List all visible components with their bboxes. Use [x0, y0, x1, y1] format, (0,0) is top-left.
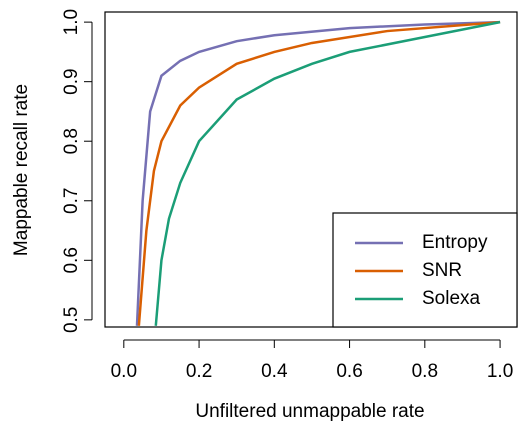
x-tick-label: 0.0: [111, 361, 137, 382]
x-tick-label: 0.6: [336, 361, 362, 382]
y-tick-label: 1.0: [61, 9, 82, 35]
x-tick-label: 0.2: [186, 361, 212, 382]
lines: [135, 20, 501, 326]
y-tick-label: 0.5: [61, 307, 82, 333]
line: [154, 20, 501, 326]
y-tick-label: 0.8: [61, 128, 82, 154]
x-tick-label: 0.8: [412, 361, 438, 382]
legend-label: SNR: [422, 260, 462, 281]
legend-label: Solexa: [422, 288, 481, 309]
x-axis-label: Unfiltered unmappable rate: [195, 401, 424, 422]
y-axis-label: Mappable recall rate: [11, 84, 32, 256]
line: [135, 20, 501, 326]
x-tick-label: 0.4: [261, 361, 288, 382]
x-tick-label: 1.0: [487, 361, 513, 382]
line: [137, 20, 501, 326]
plot-box: [104, 11, 518, 328]
y-tick-label: 0.9: [61, 68, 82, 94]
legend-label: Entropy: [422, 232, 488, 253]
y-tick-label: 0.7: [61, 188, 82, 214]
y-tick-label: 0.6: [61, 247, 82, 273]
